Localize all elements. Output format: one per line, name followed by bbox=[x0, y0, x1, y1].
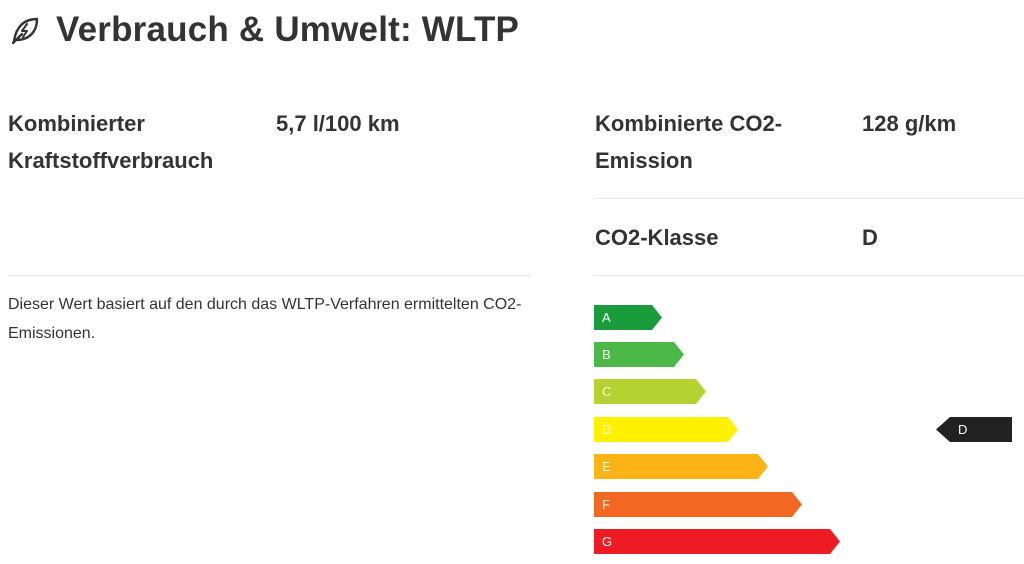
wltp-note: Dieser Wert basiert auf den durch das WL… bbox=[8, 296, 522, 342]
co2-label-line2: Emission bbox=[595, 148, 693, 173]
co2-class-scale: D A B C D E F G bbox=[594, 305, 1024, 560]
co2-class-label: CO2-Klasse bbox=[595, 225, 719, 250]
co2-emission-label: Kombinierte CO2- Emission bbox=[595, 105, 855, 179]
co2-class-letter: G bbox=[602, 534, 613, 549]
leaf-icon bbox=[10, 15, 40, 45]
co2-class-bar-d: D bbox=[594, 417, 738, 442]
co2-class-letter: C bbox=[602, 384, 612, 399]
right-divider-1 bbox=[594, 198, 1024, 199]
co2-class-bar-a: A bbox=[594, 305, 662, 330]
fuel-label-line1: Kombinierter bbox=[8, 111, 145, 136]
co2-class-letter: A bbox=[602, 310, 611, 325]
co2-class-bar-f: F bbox=[594, 492, 802, 517]
fuel-label-line2: Kraftstoffverbrauch bbox=[8, 148, 214, 173]
co2-class-letter: D bbox=[602, 422, 612, 437]
co2-class-letter: E bbox=[602, 459, 611, 474]
right-divider-2 bbox=[594, 275, 1024, 276]
co2-class-bar-b: B bbox=[594, 342, 684, 367]
co2-class-value: D bbox=[862, 225, 878, 250]
co2-class-letter: F bbox=[602, 497, 610, 512]
page-title: Verbrauch & Umwelt: WLTP bbox=[56, 10, 520, 49]
co2-class-bar-c: C bbox=[594, 379, 706, 404]
co2-class-letter: B bbox=[602, 347, 611, 362]
section-header: Verbrauch & Umwelt: WLTP bbox=[10, 8, 519, 52]
co2-class-bar-g: G bbox=[594, 529, 840, 554]
fuel-consumption-label: Kombinierter Kraftstoffverbrauch bbox=[8, 105, 268, 179]
selected-class-letter: D bbox=[958, 422, 968, 437]
fuel-consumption-value: 5,7 l/100 km bbox=[276, 111, 400, 136]
co2-class-bar-e: E bbox=[594, 454, 768, 479]
co2-label-line1: Kombinierte CO2- bbox=[595, 111, 783, 136]
left-divider bbox=[8, 275, 531, 276]
selected-class-indicator: D bbox=[936, 417, 1012, 442]
co2-emission-value: 128 g/km bbox=[862, 111, 957, 136]
